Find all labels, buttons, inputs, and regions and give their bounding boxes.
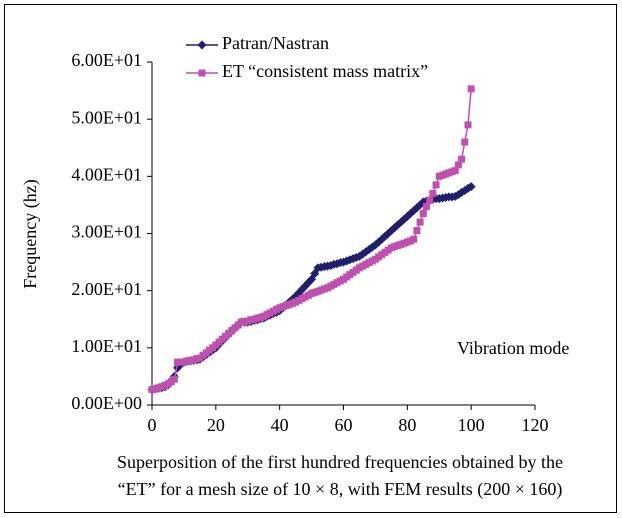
y-tick-label: 5.00E+01	[71, 107, 142, 127]
data-point	[454, 161, 462, 169]
y-tick-label: 6.00E+01	[71, 50, 142, 70]
frame	[4, 4, 617, 513]
legend-marker	[197, 40, 207, 50]
x-tick-label: 100	[458, 415, 485, 435]
data-point	[461, 138, 469, 146]
data-point	[458, 155, 466, 163]
x-tick-label: 80	[398, 415, 416, 435]
data-point	[464, 121, 472, 129]
data-point	[422, 203, 430, 211]
x-tick-label: 60	[335, 415, 353, 435]
data-point	[170, 375, 178, 383]
data-point	[466, 182, 476, 192]
legend-label: Patran/Nastran	[222, 33, 329, 53]
data-point	[467, 85, 475, 93]
data-point	[410, 235, 418, 243]
x-axis-label: Superposition of the first hundred frequ…	[117, 452, 563, 472]
annotation: Vibration mode	[457, 338, 569, 358]
legend-marker	[198, 69, 206, 77]
y-tick-label: 3.00E+01	[71, 222, 142, 242]
y-tick-label: 1.00E+01	[71, 336, 142, 356]
y-tick-label: 2.00E+01	[71, 279, 142, 299]
data-point	[426, 196, 434, 204]
y-tick-label: 0.00E+00	[71, 393, 142, 413]
x-tick-label: 0	[148, 415, 157, 435]
legend-label: ET “consistent mass matrix”	[222, 61, 428, 81]
x-tick-label: 20	[207, 415, 225, 435]
data-point	[432, 181, 440, 189]
data-point	[416, 218, 424, 226]
x-axis-label: “ET” for a mesh size of 10 × 8, with FEM…	[118, 479, 563, 500]
x-tick-label: 120	[522, 415, 549, 435]
data-point	[429, 189, 437, 197]
x-tick-label: 40	[271, 415, 289, 435]
y-tick-label: 4.00E+01	[71, 164, 142, 184]
data-point	[413, 227, 421, 235]
y-axis-label: Frequency (hz)	[20, 179, 41, 288]
data-point	[419, 209, 427, 217]
data-point	[451, 167, 459, 175]
